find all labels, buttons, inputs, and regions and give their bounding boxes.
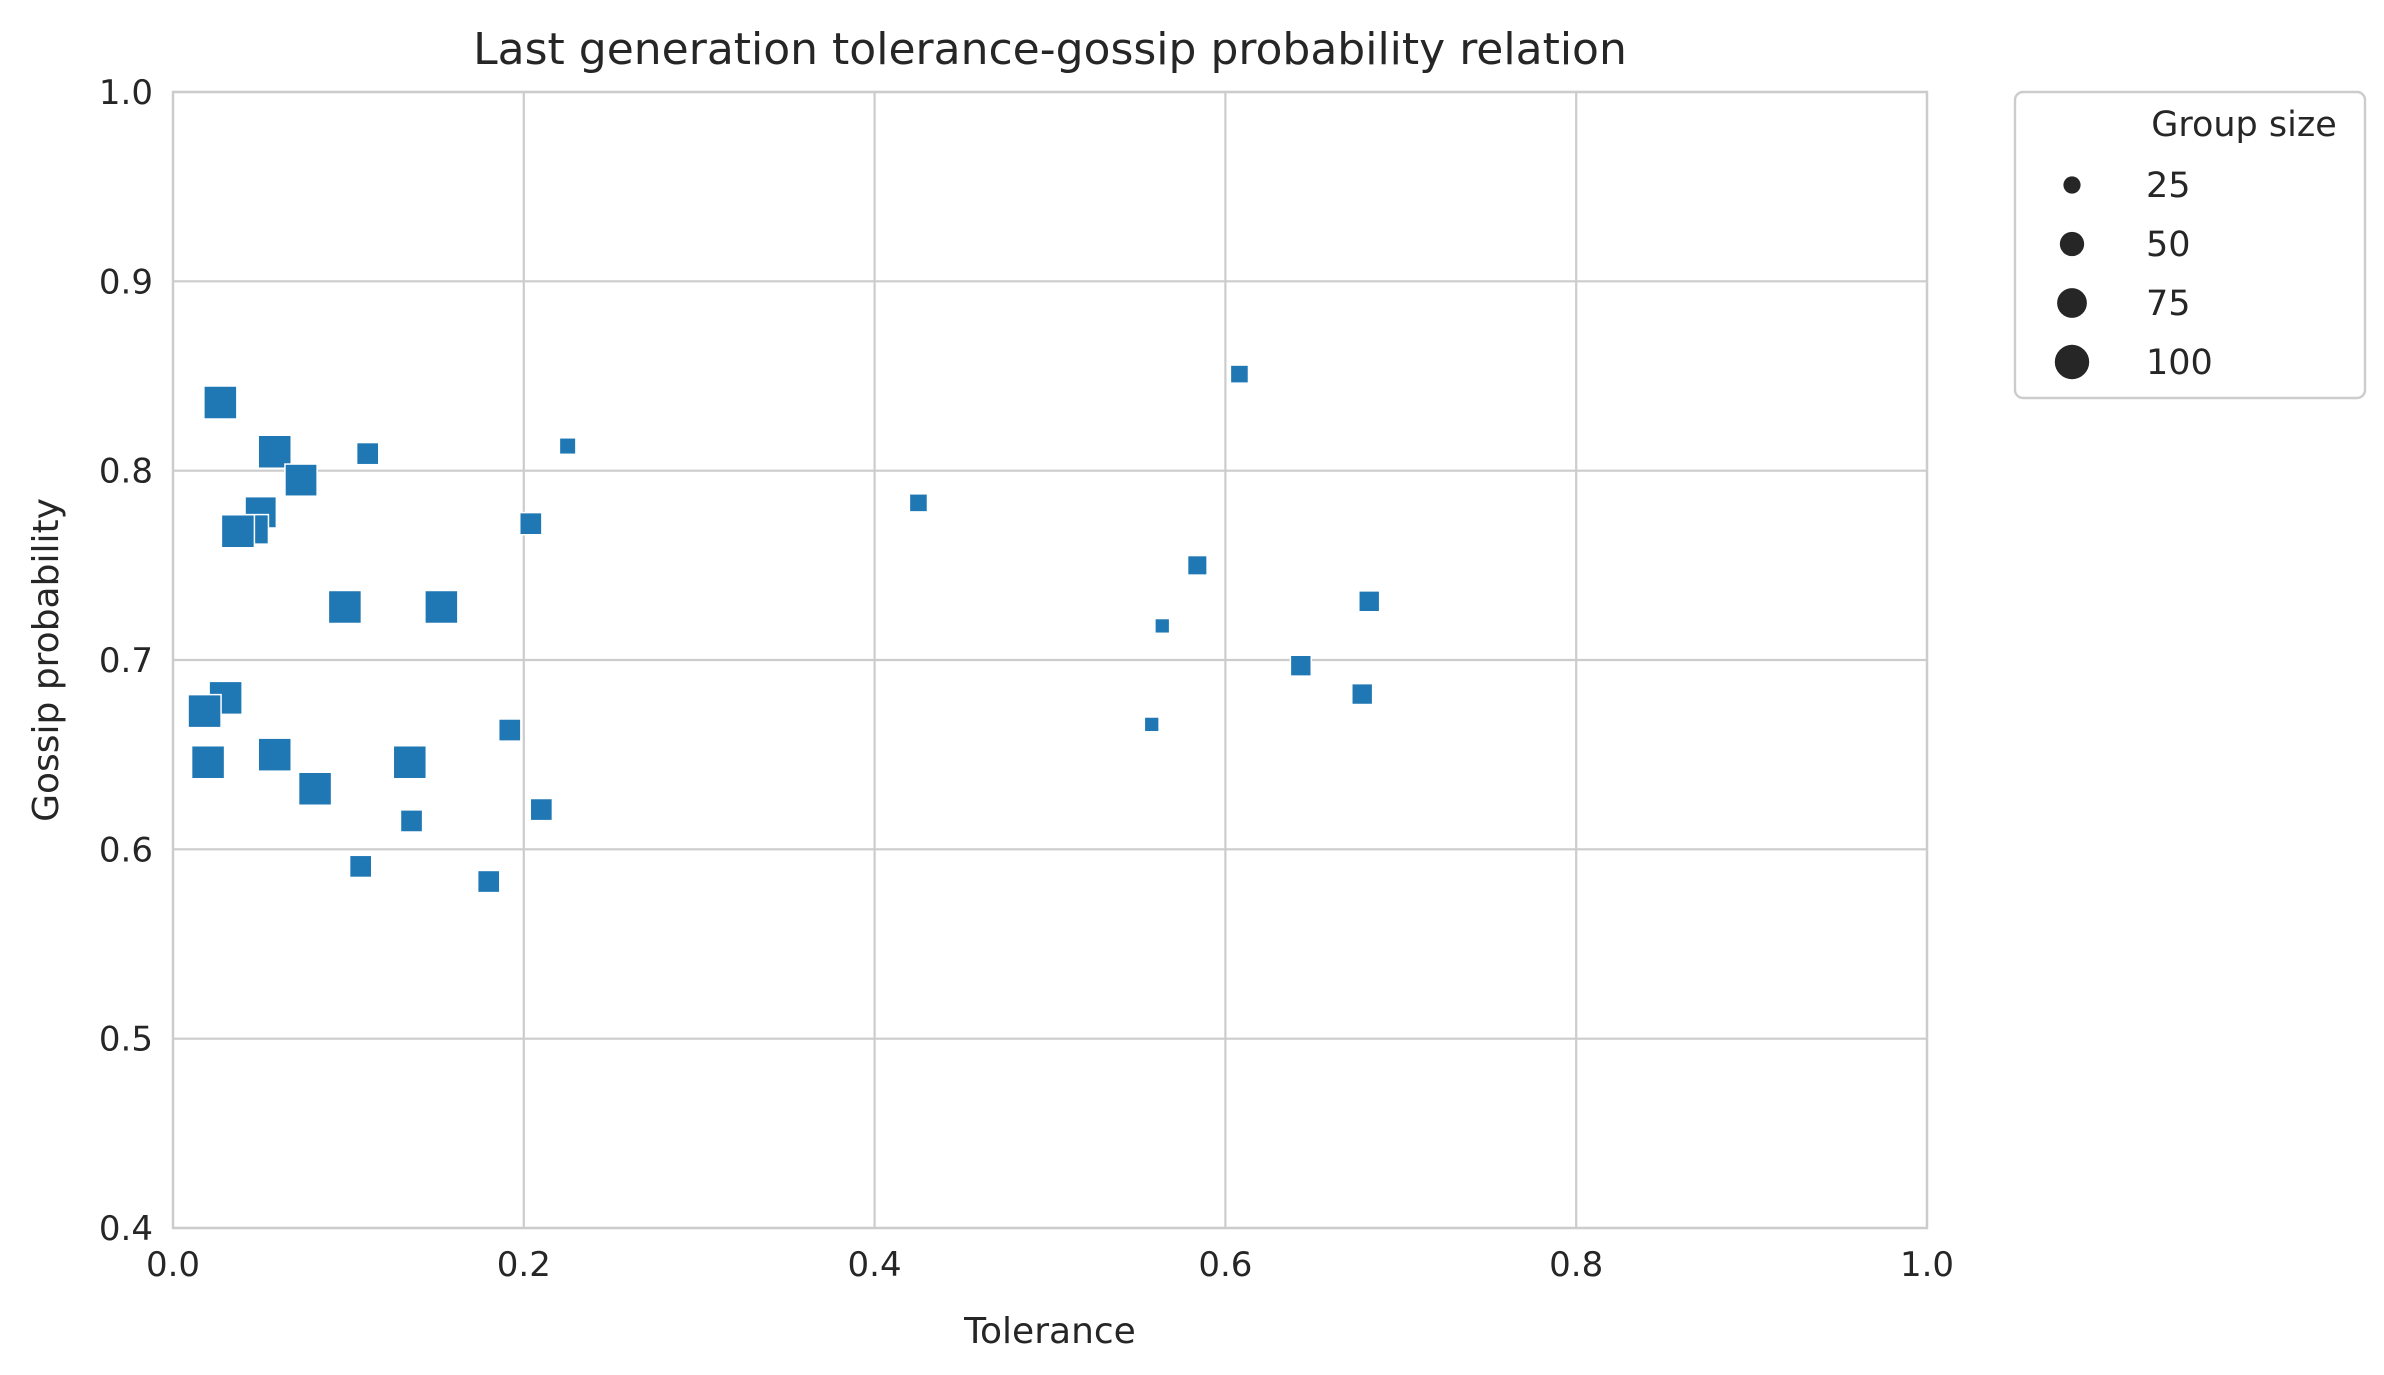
y-tick-label: 0.6 [99, 830, 153, 870]
data-point [297, 771, 333, 806]
data-point [476, 869, 501, 894]
data-point [190, 744, 226, 780]
data-point [529, 797, 554, 822]
data-point [257, 434, 292, 469]
legend-entry-label: 50 [2146, 225, 2191, 265]
data-point [1154, 617, 1171, 635]
chart-title: Last generation tolerance-gossip probabi… [473, 24, 1627, 75]
y-tick-label: 0.4 [99, 1209, 153, 1249]
y-tick-label: 0.5 [99, 1020, 153, 1060]
legend-entries: 25 50 75 100 [2054, 166, 2213, 383]
x-tick-label: 0.6 [1198, 1245, 1252, 1285]
data-point [558, 437, 577, 456]
data-point [497, 718, 522, 742]
x-tick-label: 0.8 [1549, 1245, 1603, 1285]
data-point [348, 854, 373, 879]
legend-marker [2063, 176, 2081, 194]
data-point [424, 589, 459, 625]
x-tick-label: 0.4 [848, 1245, 902, 1285]
legend: Group size 25 50 75 100 [2013, 90, 2367, 400]
y-tick-label: 0.8 [99, 452, 153, 492]
data-point [203, 385, 238, 420]
y-tick-label: 1.0 [99, 73, 153, 113]
data-point [284, 463, 318, 497]
x-tick-label: 0.0 [146, 1245, 200, 1285]
legend-marker [2057, 288, 2087, 318]
legend-entry-label: 100 [2146, 343, 2213, 383]
plot-frame [171, 90, 1929, 1230]
data-point [1289, 654, 1313, 677]
tick-labels: 0.0 0.2 0.4 0.6 0.8 1.0 0.4 0.5 0.6 0.7 0.8 0.9 1.0 [99, 73, 1954, 1285]
data-point [1143, 716, 1160, 733]
legend-marker [2059, 231, 2085, 257]
data-point [220, 514, 256, 549]
data-point [908, 493, 929, 513]
data-point [1229, 364, 1250, 384]
data-point [327, 589, 363, 625]
data-point [257, 737, 292, 772]
x-axis-label: Tolerance [963, 1311, 1136, 1352]
data-point [518, 511, 543, 536]
legend-box [2013, 90, 2367, 400]
x-tick-label: 1.0 [1900, 1245, 1954, 1285]
y-tick-label: 0.7 [99, 641, 153, 681]
data-point [1186, 554, 1208, 576]
data-point [355, 441, 380, 466]
y-tick-label: 0.9 [99, 262, 153, 302]
data-points [187, 364, 1381, 894]
legend-entry-label: 25 [2146, 166, 2191, 206]
legend-marker [2054, 344, 2090, 380]
legend-title: Group size [2151, 105, 2337, 145]
data-point [1358, 590, 1381, 613]
data-point [399, 809, 424, 833]
grid [171, 90, 1929, 1230]
data-point [1351, 682, 1374, 706]
y-axis-label: Gossip probability [26, 498, 67, 822]
data-point [392, 744, 428, 780]
legend-entry-label: 75 [2146, 284, 2191, 324]
x-tick-label: 0.2 [497, 1245, 551, 1285]
data-point [187, 693, 222, 729]
